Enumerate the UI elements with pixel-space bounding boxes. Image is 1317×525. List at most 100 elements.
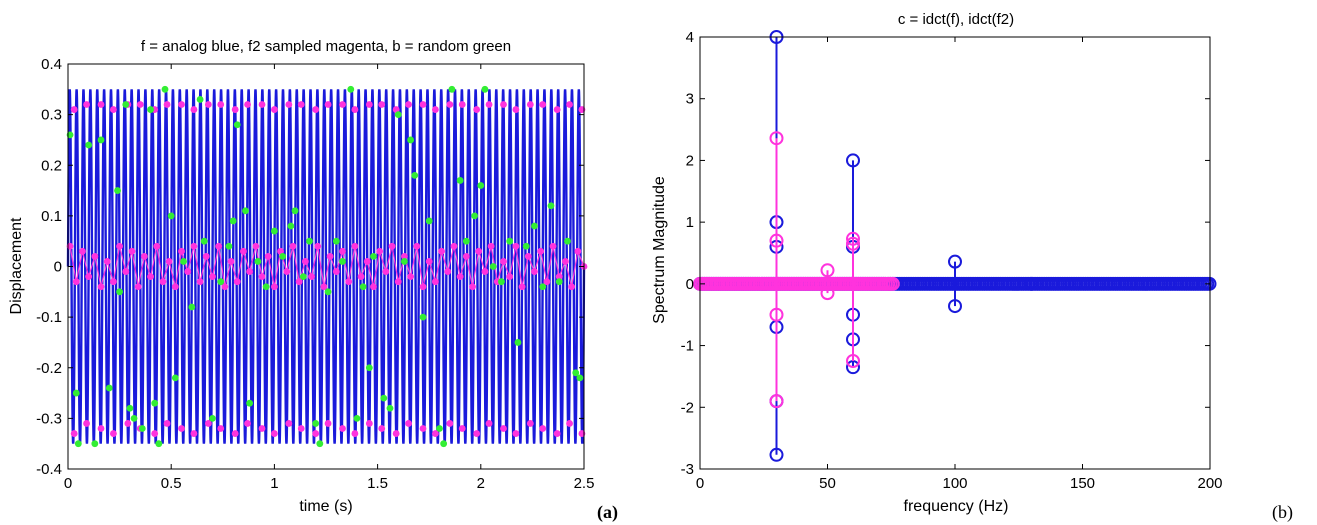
chart-b-ytick-label: 0: [686, 276, 694, 293]
sampled-point: [204, 420, 212, 427]
sampled-point: [553, 106, 561, 113]
sampled-point: [153, 242, 161, 250]
random-point: [531, 222, 538, 230]
random-point: [246, 399, 254, 407]
random-point: [564, 237, 571, 245]
sampled-point: [555, 273, 563, 281]
sampled-point: [378, 425, 386, 432]
sampled-point: [159, 278, 167, 286]
spectrum-magenta-peak-marker: [820, 286, 835, 301]
chart-b-plot: [693, 30, 1217, 462]
sampled-point: [190, 106, 198, 113]
sampled-point: [258, 273, 266, 281]
chart-b-ytick-label: 3: [686, 91, 694, 108]
sampled-point: [562, 258, 569, 265]
sampled-point: [324, 420, 332, 427]
sampled-point: [419, 425, 427, 432]
sampled-point: [365, 101, 373, 108]
chart-a-xtick-label: 1.5: [367, 475, 388, 492]
sampled-point: [83, 420, 90, 427]
sampled-point: [394, 278, 402, 286]
sampled-point: [72, 278, 80, 286]
sampled-point: [401, 252, 408, 260]
random-point: [291, 207, 299, 215]
sampled-point: [339, 247, 346, 255]
random-point: [572, 369, 580, 377]
spectrum-blue-peak-marker: [846, 360, 860, 375]
sampled-point: [365, 420, 373, 427]
sampled-point: [85, 273, 93, 281]
sampled-point: [388, 242, 396, 250]
spectrum-blue-peak-marker: [846, 153, 860, 168]
random-point: [419, 313, 427, 321]
analog-signal-line: [66, 89, 586, 444]
sampled-point: [485, 101, 493, 108]
sampled-point: [190, 242, 198, 250]
sampled-point: [339, 425, 346, 432]
chart-b: c = idct(f), idct(f2) 0 50 100 150 200 -3 -2 -1…: [651, 11, 1293, 523]
random-point: [254, 258, 262, 265]
random-point: [547, 202, 555, 210]
sampled-point: [215, 242, 223, 250]
random-point: [147, 106, 154, 113]
chart-a-xtick-label: 0: [64, 475, 72, 492]
sampled-point: [271, 430, 278, 437]
random-point: [477, 182, 485, 189]
chart-b-ytick-label: 1: [686, 214, 694, 231]
random-point: [138, 425, 146, 432]
sampled-point: [339, 101, 346, 108]
sampled-point: [473, 430, 481, 437]
sampled-point: [231, 106, 239, 113]
sampled-point: [289, 242, 297, 250]
random-point: [306, 237, 313, 245]
sampled-point: [110, 430, 117, 437]
chart-b-xlabel: frequency (Hz): [904, 498, 1009, 515]
sampled-point: [110, 106, 117, 113]
chart-a-ytick-label: -0.4: [36, 461, 62, 478]
sampled-point: [574, 247, 582, 255]
chart-a-ytick-label: 0.2: [41, 157, 62, 174]
sampled-point: [526, 420, 534, 427]
chart-a-ytick-label: -0.3: [36, 410, 62, 427]
sampled-point: [217, 425, 225, 432]
random-point: [380, 394, 388, 402]
sampled-point: [246, 268, 254, 275]
random-point: [155, 440, 163, 448]
random-point: [271, 227, 278, 235]
sampled-point: [539, 425, 547, 432]
random-point: [481, 85, 489, 93]
chart-a-ytick-label: 0.3: [41, 107, 62, 124]
sampled-point: [83, 101, 90, 108]
random-point: [332, 237, 340, 245]
chart-b-xtick-label: 200: [1197, 475, 1222, 492]
chart-b-ytick-label: 2: [686, 152, 694, 169]
sampled-point: [283, 268, 291, 275]
sampled-point: [539, 101, 547, 108]
chart-b-xtick-label: 100: [942, 475, 967, 492]
sampled-point: [458, 425, 466, 432]
sampled-point: [446, 101, 454, 108]
chart-b-ytick-label: -1: [681, 338, 694, 355]
sampled-point: [512, 430, 520, 437]
sampled-point: [147, 273, 154, 281]
random-point: [74, 440, 82, 448]
random-point: [188, 303, 196, 311]
sampled-point: [209, 273, 216, 281]
sampled-point: [171, 283, 179, 291]
sampled-point: [320, 283, 328, 291]
chart-a-xlabel: time (s): [299, 498, 352, 515]
sampled-point: [500, 101, 507, 108]
sampled-point: [297, 101, 305, 108]
random-point: [576, 374, 584, 382]
sampled-point: [285, 101, 293, 108]
sampled-point: [324, 101, 332, 108]
spectrum-magenta-peak-marker: [769, 394, 784, 409]
sampled-point: [231, 430, 239, 437]
random-point: [91, 440, 99, 448]
random-point: [456, 177, 464, 184]
chart-a-ytick-label: 0.1: [41, 208, 62, 225]
sampled-point: [351, 106, 359, 113]
sampled-point: [481, 268, 489, 275]
random-point: [347, 85, 355, 93]
